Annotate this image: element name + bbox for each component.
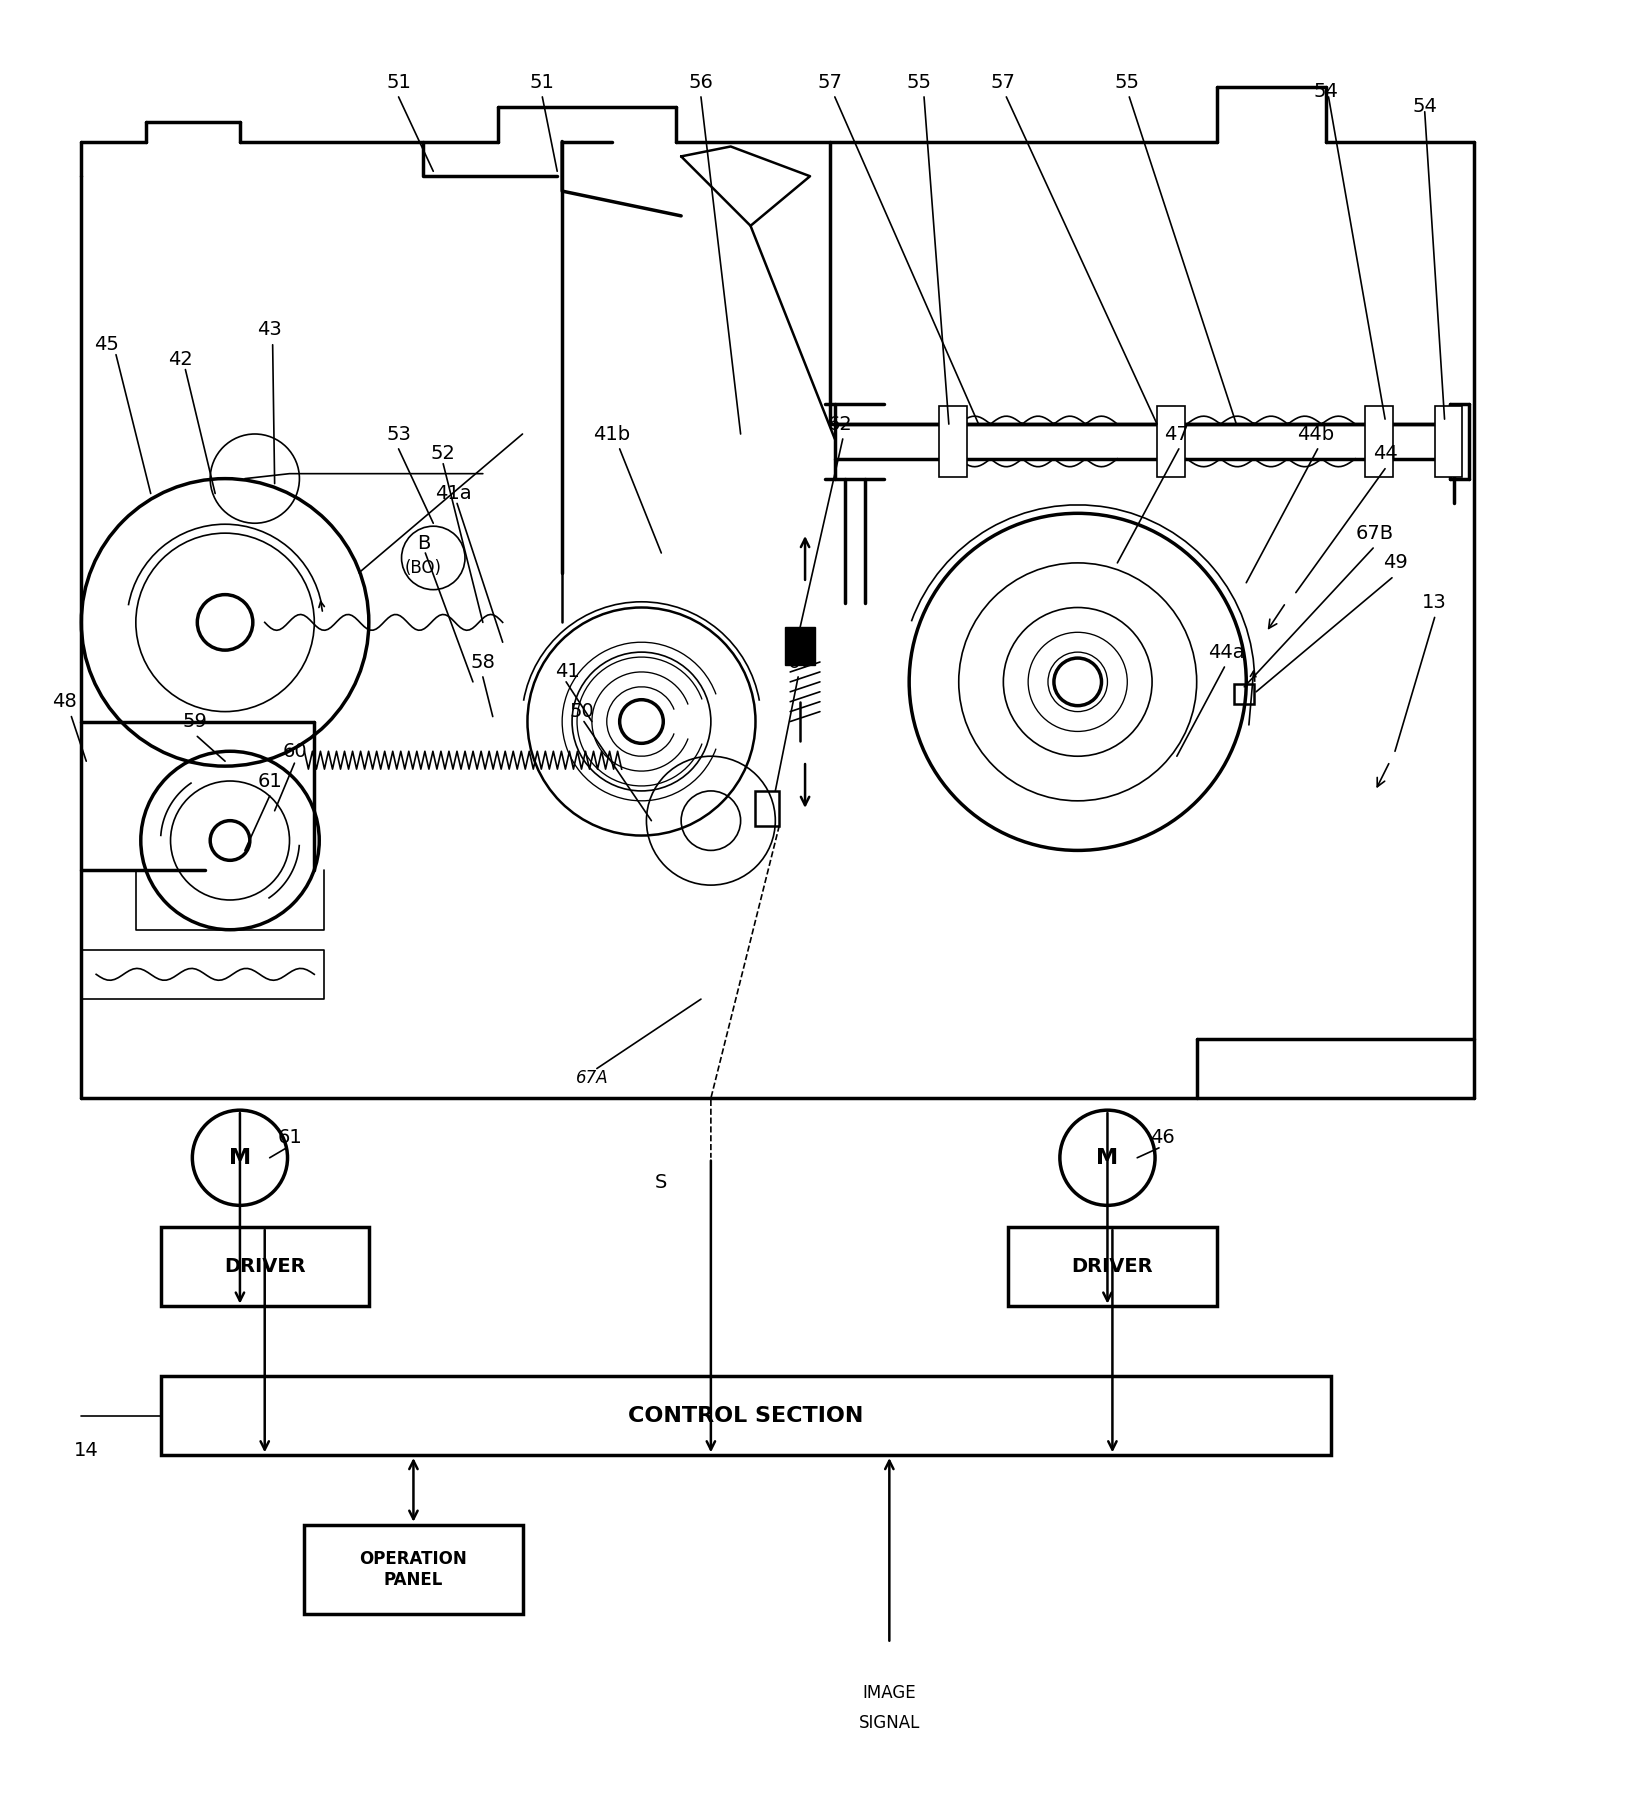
Text: 62: 62 <box>827 415 852 433</box>
Text: 54: 54 <box>1412 97 1436 117</box>
Text: 60: 60 <box>283 742 307 762</box>
Text: 61: 61 <box>278 1128 302 1148</box>
Text: 58: 58 <box>470 652 496 672</box>
Text: 13: 13 <box>1422 593 1446 612</box>
Text: S: S <box>655 1173 668 1193</box>
Text: 47: 47 <box>1165 424 1190 444</box>
Circle shape <box>192 1110 288 1205</box>
Text: 55: 55 <box>1115 72 1139 92</box>
Text: 59: 59 <box>184 711 208 731</box>
Text: 57: 57 <box>991 72 1016 92</box>
Text: OPERATION
PANEL: OPERATION PANEL <box>359 1550 468 1589</box>
Bar <box>1435 406 1462 476</box>
Text: SIGNAL: SIGNAL <box>858 1713 920 1731</box>
Text: 46: 46 <box>1149 1128 1175 1148</box>
Text: 41b: 41b <box>593 424 630 444</box>
Bar <box>161 1376 1331 1455</box>
Text: 54: 54 <box>1313 83 1337 101</box>
Bar <box>756 790 780 826</box>
Circle shape <box>1060 1110 1155 1205</box>
Text: 53: 53 <box>387 424 411 444</box>
Text: 43: 43 <box>257 320 283 339</box>
Text: 50: 50 <box>570 702 595 722</box>
Text: DRIVER: DRIVER <box>224 1257 306 1277</box>
Bar <box>1008 1227 1217 1306</box>
Text: DRIVER: DRIVER <box>1071 1257 1154 1277</box>
Text: 51: 51 <box>530 72 554 92</box>
Text: 57: 57 <box>817 72 842 92</box>
Text: M: M <box>229 1148 250 1167</box>
Bar <box>939 406 967 476</box>
Text: 44: 44 <box>1373 444 1398 463</box>
Text: M: M <box>1097 1148 1118 1167</box>
Text: 48: 48 <box>52 691 76 711</box>
Text: 56: 56 <box>689 72 713 92</box>
Bar <box>161 1227 369 1306</box>
Text: B: B <box>416 533 431 553</box>
Bar <box>1235 684 1254 704</box>
Text: 67B: 67B <box>1357 524 1394 542</box>
Text: 52: 52 <box>431 444 455 463</box>
Text: 67: 67 <box>788 652 812 672</box>
Text: 49: 49 <box>1383 553 1407 573</box>
Text: 44b: 44b <box>1297 424 1334 444</box>
Bar <box>785 627 816 665</box>
Text: 67A: 67A <box>575 1069 608 1087</box>
Text: 41a: 41a <box>436 483 471 503</box>
Bar <box>1157 406 1185 476</box>
Text: IMAGE: IMAGE <box>863 1685 916 1703</box>
Bar <box>1365 406 1393 476</box>
Text: (BO): (BO) <box>405 559 442 577</box>
Text: CONTROL SECTION: CONTROL SECTION <box>627 1406 863 1426</box>
Text: 41: 41 <box>554 663 580 681</box>
Text: 44a: 44a <box>1207 643 1245 661</box>
Text: 51: 51 <box>387 72 411 92</box>
Text: 45: 45 <box>94 336 119 354</box>
Text: 55: 55 <box>907 72 931 92</box>
Bar <box>304 1525 523 1615</box>
Text: 61: 61 <box>257 772 283 790</box>
Text: 14: 14 <box>73 1440 99 1460</box>
Text: 42: 42 <box>167 350 193 370</box>
